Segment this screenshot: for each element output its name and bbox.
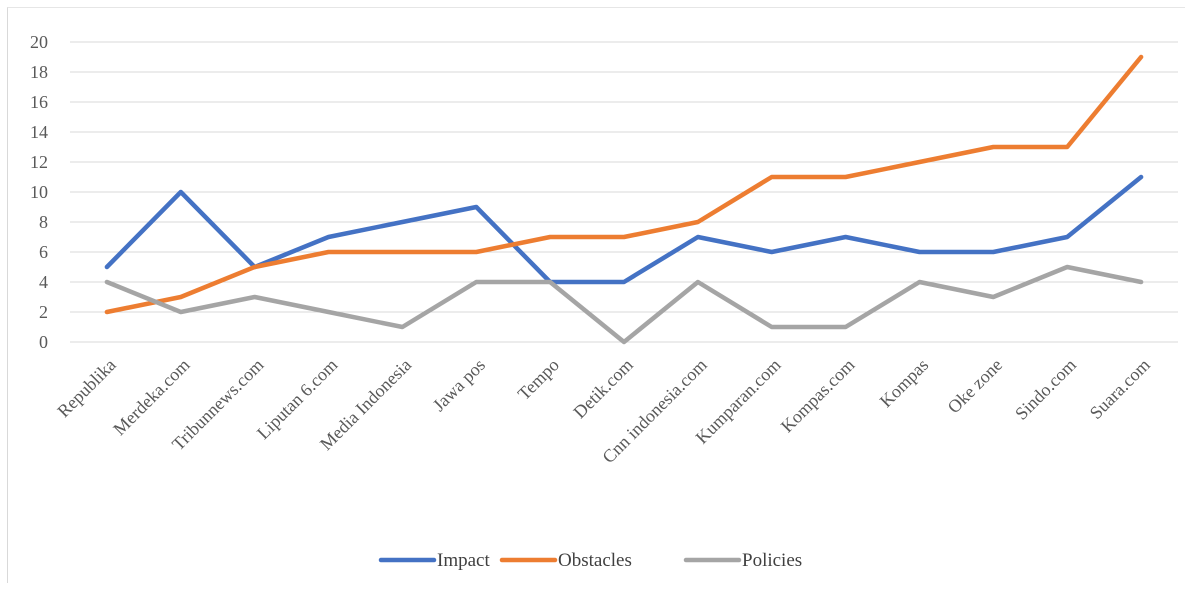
- x-tick-label: Oke zone: [944, 355, 1007, 418]
- x-tick-label: Kompas.com: [777, 355, 859, 437]
- x-tick-label: Suara.com: [1086, 355, 1154, 423]
- gridlines: [70, 41, 1178, 343]
- x-tick-label: Jawa pos: [429, 355, 489, 415]
- y-tick-label: 18: [30, 62, 48, 82]
- y-tick-label: 8: [39, 212, 48, 232]
- series-line-policies: [104, 264, 1144, 345]
- y-tick-label: 14: [30, 122, 48, 142]
- y-tick-label: 2: [39, 302, 48, 322]
- y-tick-label: 10: [30, 182, 48, 202]
- legend-label: Obstacles: [558, 550, 632, 571]
- x-tick-label: Tempo: [514, 355, 563, 404]
- y-tick-label: 16: [30, 92, 48, 112]
- y-tick-label: 4: [39, 272, 48, 292]
- x-tick-label: Detik.com: [569, 355, 637, 423]
- y-axis-ticks: 0 2 4 6 8 10 12 14 16 18 20: [30, 32, 48, 352]
- series-line-obstacles: [104, 54, 1144, 315]
- series-lines: [104, 54, 1144, 345]
- y-tick-label: 20: [30, 32, 48, 52]
- x-axis-ticks: RepublikaMerdeka.comTribunnews.comLiputa…: [53, 355, 1154, 467]
- legend-label: Impact: [437, 550, 490, 571]
- legend: Impact Obstacles Policies: [378, 550, 802, 571]
- x-tick-label: Kompas: [876, 355, 933, 412]
- x-tick-label: Republika: [53, 355, 119, 421]
- y-tick-label: 6: [39, 242, 48, 262]
- y-tick-label: 12: [30, 152, 48, 172]
- chart-frame: [7, 7, 1185, 583]
- legend-label: Policies: [742, 550, 802, 571]
- x-tick-label: Sindo.com: [1011, 355, 1080, 424]
- y-tick-label: 0: [39, 332, 48, 352]
